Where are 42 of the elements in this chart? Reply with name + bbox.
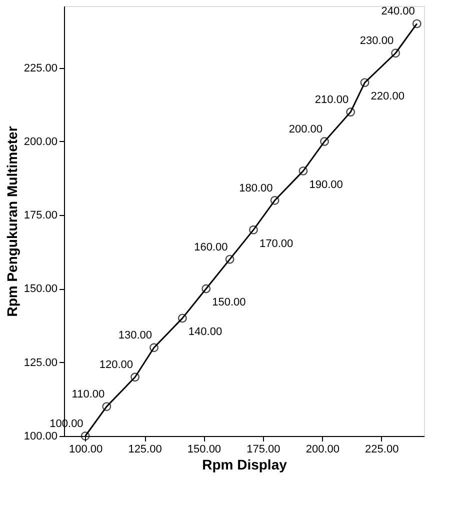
y-tick-label: 175.00	[24, 210, 58, 222]
y-tick-label: 225.00	[24, 62, 58, 74]
x-tick-label: 125.00	[128, 444, 162, 456]
point	[346, 108, 356, 116]
text: 150.00	[212, 296, 246, 309]
x-tick-label: 175.00	[246, 444, 280, 456]
point	[202, 284, 211, 294]
y-tick-label: 100.00	[24, 430, 58, 442]
text: 160.00	[194, 241, 228, 254]
y-tick-label: 150.00	[24, 283, 58, 296]
text: 190.00	[309, 178, 343, 191]
x-tick-label: 225.00	[365, 444, 399, 456]
y-axis-title: Rpm Pengukuran Multimeter	[4, 126, 20, 317]
point	[320, 137, 329, 146]
point	[412, 19, 422, 28]
point	[130, 372, 140, 382]
point	[249, 225, 258, 234]
x-tick-label: 100.00	[68, 444, 103, 456]
text: 240.00	[381, 6, 415, 18]
point	[225, 254, 234, 264]
text: 130.00	[118, 330, 152, 342]
x-tick-label: 150.00	[187, 444, 222, 456]
text: 180.00	[239, 182, 273, 194]
text: 210.00	[314, 94, 349, 106]
y-tick-label: 125.00	[24, 356, 58, 369]
text: 220.00	[370, 90, 404, 103]
text: 120.00	[99, 359, 134, 372]
y-tick-label: 200.00	[24, 136, 58, 148]
point	[270, 196, 280, 205]
text: 200.00	[288, 123, 323, 136]
x-axis-title: Rpm Display	[202, 456, 288, 472]
point	[150, 343, 158, 352]
x-tick-label: 200.00	[306, 444, 340, 456]
text: 230.00	[360, 35, 394, 48]
point	[298, 166, 308, 176]
point	[360, 78, 370, 88]
text: 170.00	[259, 238, 294, 250]
text: 140.00	[188, 326, 222, 338]
point	[102, 402, 112, 412]
point	[178, 314, 187, 323]
text: 110.00	[72, 388, 105, 401]
point	[391, 48, 400, 58]
